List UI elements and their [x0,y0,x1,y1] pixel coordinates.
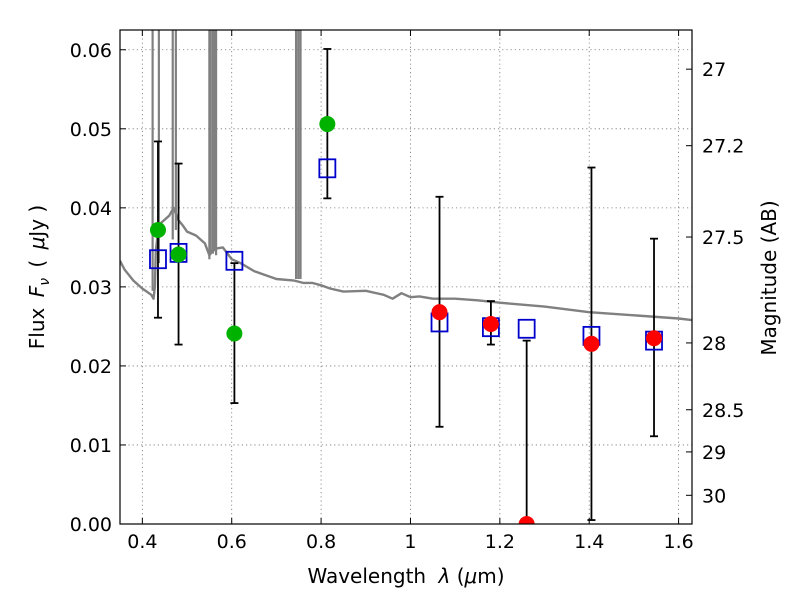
y2-tick-label: 29 [702,442,726,464]
y-tick-label: 0.06 [70,40,112,62]
y2-tick-label: 30 [702,485,726,507]
plot-frame [119,29,693,525]
x-axis-label-unit-open: ( [457,564,465,588]
x-tick-label: 0.6 [217,531,247,553]
y-axis-label-unit-open: ( [25,260,49,268]
y-tick-label: 0.00 [70,514,112,536]
x-axis-label: Wavelength λ (μm) [307,564,504,588]
green-data-point [226,325,243,342]
spectrum-line [120,206,692,322]
x-tick-label: 1.6 [663,531,693,553]
red-data-point [583,335,600,352]
x-tick-label: 1 [404,531,416,553]
red-data-point [482,316,499,333]
model-square [225,250,244,271]
red-data-point [518,516,535,524]
model-square [149,249,167,270]
y-axis-label: Flux Fν ( μJy ) [25,205,53,349]
model-square [318,158,337,179]
y-axis-label-symbol: F [25,285,49,297]
x-tick-label: 0.4 [127,531,157,553]
red-data-point [646,330,663,347]
grid [120,30,692,525]
y-axis-label-text: Flux [25,307,49,349]
y2-tick-label: 28 [702,333,726,355]
y-tick-label: 0.02 [70,356,112,378]
y-axis-label-subscript: ν [37,278,53,286]
y2-tick-label: 27.2 [702,136,744,158]
x-tick-label: 0.8 [306,531,336,553]
y-tick-label: 0.04 [70,198,112,220]
x-axis-label-unit-mu: μ [464,564,478,588]
y2-tick-label: 27.5 [702,227,744,249]
y-tick-label: 0.05 [70,119,112,141]
y-tick-label: 0.03 [70,277,112,299]
y-tick-label: 0.01 [70,435,112,457]
plot-series [120,30,692,524]
green-data-point [170,246,187,263]
x-tick-label: 1.2 [485,531,515,553]
x-axis-label-unit-rest: m) [477,564,504,588]
plot-area [120,30,692,524]
ticks: 0.4 0.6 0.8 1 1.2 1.4 1.6 0.00 0.01 0.02 0.03 0.04 0… [70,30,744,553]
x-tick-label: 1.4 [574,531,604,553]
x-axis-label-symbol: λ [437,564,450,588]
green-data-point [319,116,336,133]
y2-axis-label: Magnitude (AB) [757,200,781,355]
y2-tick-label: 27 [702,59,726,81]
y2-tick-label: 28.5 [702,400,744,422]
y-axis-label-unit-mu: μ [25,237,49,251]
green-data-point [149,221,166,238]
model-square [517,318,536,339]
red-data-point [431,304,448,321]
x-axis-label-text: Wavelength [307,564,426,588]
y-axis-label-unit-rest: Jy ) [25,205,49,239]
